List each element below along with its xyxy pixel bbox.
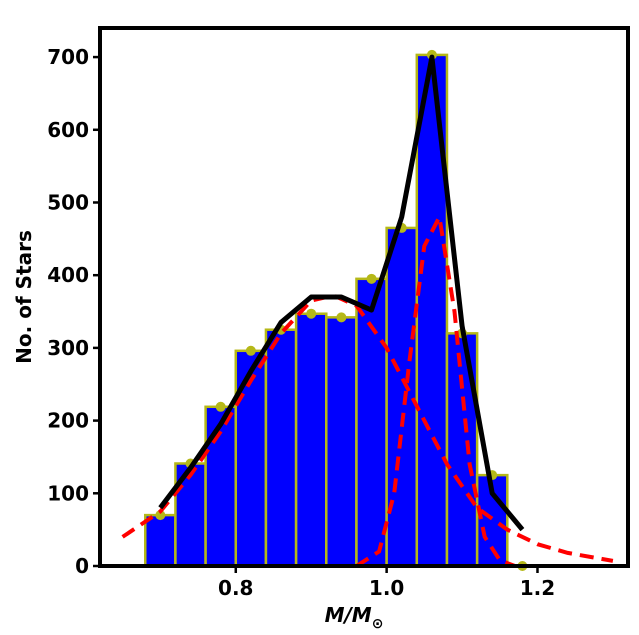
y-tick-label: 400	[47, 263, 89, 287]
x-tick-label: 1.0	[369, 576, 404, 600]
x-axis-label-main: M/M	[325, 603, 372, 627]
bin-marker	[155, 510, 166, 521]
y-tick-label: 0	[75, 554, 89, 578]
bin-marker	[245, 345, 256, 356]
y-tick-label: 700	[47, 45, 89, 69]
x-axis-label-subscript: ⊙	[372, 616, 384, 632]
bin-marker	[306, 308, 317, 319]
y-tick-label: 200	[47, 409, 89, 433]
total-fit-curve	[158, 54, 525, 532]
histogram-bar	[264, 328, 298, 568]
histogram-bar	[204, 405, 238, 568]
y-tick-label: 300	[47, 336, 89, 360]
y-axis-label: No. of Stars	[12, 230, 36, 364]
y-tick-label: 600	[47, 118, 89, 142]
axes: 0.8 1.0 1.2 0 100 200 300 400 500 600 700	[47, 26, 630, 600]
x-axis-label: M/M⊙	[325, 603, 384, 632]
bin-marker	[366, 273, 377, 284]
bin-marker	[215, 401, 226, 412]
y-tick-label: 500	[47, 190, 89, 214]
fit-curves	[121, 54, 614, 566]
x-tick-label: 0.8	[218, 576, 253, 600]
component-fit-curve-2	[355, 210, 516, 566]
plot-frame	[98, 26, 630, 568]
histogram-bar	[144, 513, 177, 568]
x-tick-label: 1.2	[520, 576, 555, 600]
histogram-bar	[445, 332, 479, 568]
histogram-bar	[325, 316, 358, 568]
histogram-bar	[385, 226, 419, 568]
histogram-bar	[355, 277, 388, 568]
histogram-bar	[294, 312, 328, 568]
y-tick-label: 100	[47, 481, 89, 505]
bin-marker	[336, 312, 347, 323]
